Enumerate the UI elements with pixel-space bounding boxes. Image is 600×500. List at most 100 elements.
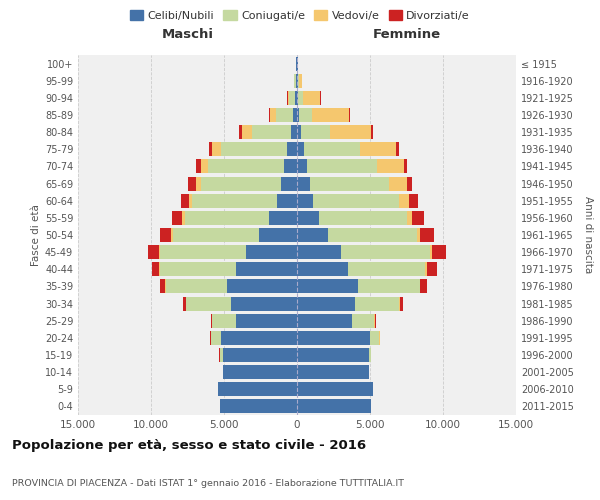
- Bar: [232, 296, 297, 310]
- Text: Popolazione per età, sesso e stato civile - 2016: Popolazione per età, sesso e stato civil…: [12, 440, 366, 452]
- Bar: [319, 211, 407, 225]
- Bar: [277, 194, 297, 207]
- Bar: [223, 365, 297, 379]
- Bar: [297, 296, 355, 310]
- Text: Maschi: Maschi: [161, 28, 214, 42]
- Bar: [160, 228, 172, 242]
- Bar: [297, 228, 328, 242]
- Bar: [299, 108, 313, 122]
- Bar: [211, 314, 212, 328]
- Bar: [371, 125, 373, 139]
- Bar: [287, 91, 289, 105]
- Bar: [189, 194, 192, 207]
- Bar: [320, 91, 321, 105]
- Bar: [160, 280, 165, 293]
- Bar: [200, 176, 281, 190]
- Bar: [160, 245, 246, 259]
- Bar: [355, 296, 399, 310]
- Bar: [399, 194, 409, 207]
- Bar: [281, 176, 297, 190]
- Bar: [218, 382, 297, 396]
- Bar: [236, 314, 297, 328]
- Bar: [313, 108, 349, 122]
- Bar: [196, 160, 200, 173]
- Bar: [358, 280, 419, 293]
- Bar: [220, 400, 297, 413]
- Bar: [159, 262, 160, 276]
- Bar: [181, 194, 189, 207]
- Y-axis label: Anni di nascita: Anni di nascita: [583, 196, 593, 274]
- Bar: [307, 160, 377, 173]
- Bar: [427, 262, 437, 276]
- Bar: [287, 142, 297, 156]
- Bar: [297, 56, 298, 70]
- Bar: [220, 348, 223, 362]
- Bar: [212, 314, 236, 328]
- Bar: [297, 314, 352, 328]
- Text: Femmine: Femmine: [373, 28, 440, 42]
- Bar: [152, 262, 159, 276]
- Bar: [227, 280, 297, 293]
- Bar: [417, 228, 419, 242]
- Bar: [421, 280, 427, 293]
- Bar: [297, 91, 298, 105]
- Bar: [297, 331, 370, 345]
- Bar: [400, 296, 403, 310]
- Bar: [223, 348, 297, 362]
- Bar: [186, 296, 232, 310]
- Bar: [297, 245, 341, 259]
- Bar: [297, 194, 313, 207]
- Bar: [185, 211, 269, 225]
- Bar: [370, 331, 379, 345]
- Bar: [270, 108, 276, 122]
- Bar: [297, 142, 304, 156]
- Bar: [368, 348, 371, 362]
- Bar: [269, 211, 297, 225]
- Bar: [396, 142, 399, 156]
- Bar: [407, 176, 412, 190]
- Bar: [183, 296, 186, 310]
- Bar: [297, 74, 298, 88]
- Bar: [297, 262, 348, 276]
- Bar: [298, 74, 299, 88]
- Bar: [298, 91, 302, 105]
- Bar: [302, 91, 320, 105]
- Bar: [297, 400, 371, 413]
- Bar: [297, 382, 373, 396]
- Bar: [221, 331, 297, 345]
- Bar: [192, 194, 277, 207]
- Bar: [276, 108, 293, 122]
- Bar: [296, 56, 297, 70]
- Bar: [293, 108, 297, 122]
- Bar: [295, 74, 296, 88]
- Y-axis label: Fasce di età: Fasce di età: [31, 204, 41, 266]
- Bar: [301, 125, 330, 139]
- Bar: [377, 160, 404, 173]
- Bar: [310, 176, 389, 190]
- Bar: [242, 125, 252, 139]
- Bar: [291, 125, 297, 139]
- Bar: [330, 125, 371, 139]
- Bar: [297, 160, 307, 173]
- Bar: [200, 160, 208, 173]
- Bar: [412, 211, 424, 225]
- Bar: [252, 125, 291, 139]
- Bar: [297, 348, 368, 362]
- Bar: [212, 142, 221, 156]
- Bar: [269, 108, 270, 122]
- Bar: [419, 228, 434, 242]
- Bar: [173, 228, 259, 242]
- Bar: [313, 194, 399, 207]
- Bar: [328, 228, 417, 242]
- Bar: [419, 280, 421, 293]
- Bar: [209, 142, 212, 156]
- Bar: [297, 176, 310, 190]
- Bar: [404, 160, 407, 173]
- Bar: [430, 245, 431, 259]
- Bar: [236, 262, 297, 276]
- Bar: [196, 176, 200, 190]
- Bar: [211, 331, 221, 345]
- Bar: [299, 74, 302, 88]
- Bar: [297, 108, 299, 122]
- Bar: [341, 245, 430, 259]
